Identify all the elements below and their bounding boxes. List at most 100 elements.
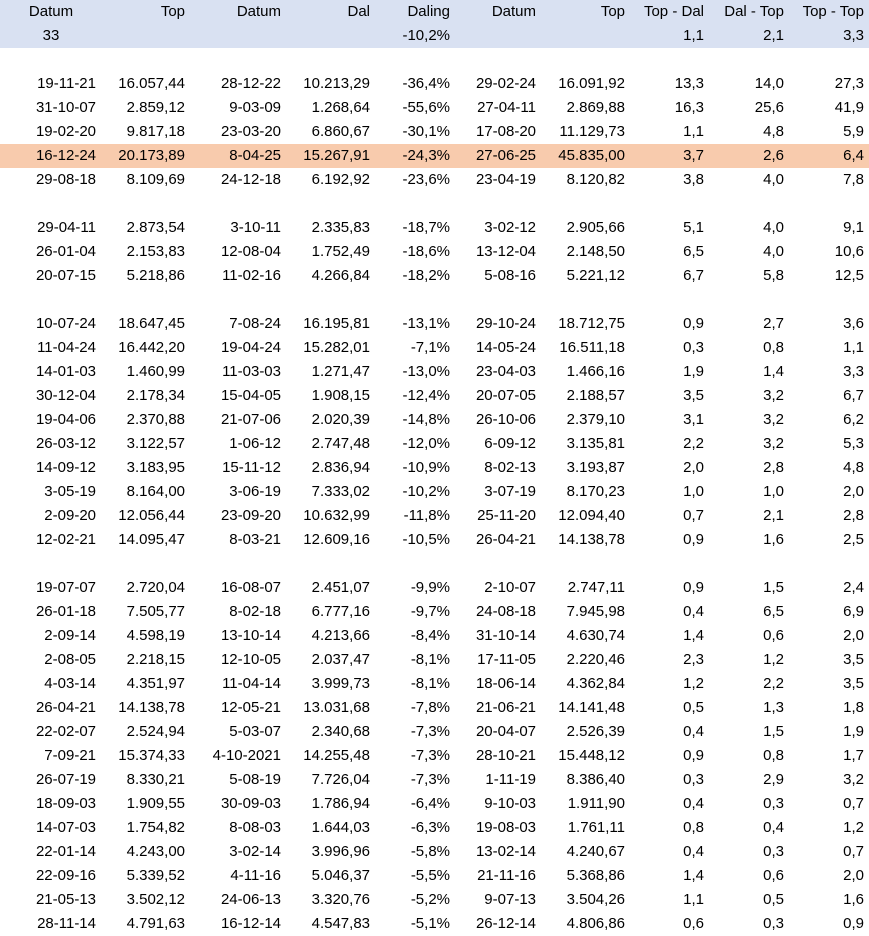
cell-datum-herstel[interactable]: 21-11-16 <box>477 867 536 884</box>
cell-top-top[interactable]: 27,3 <box>834 75 864 92</box>
cell-top-herstel[interactable]: 8.386,40 <box>566 771 625 788</box>
cell-datum-dal[interactable]: 12-05-21 <box>220 699 281 716</box>
cell-daling[interactable]: -9,7% <box>410 603 450 620</box>
cell-top-top[interactable]: 3,5 <box>843 651 864 668</box>
cell-top-top[interactable]: 5,9 <box>843 123 864 140</box>
cell-top-dal[interactable]: 3,5 <box>683 387 704 404</box>
cell-dal-top[interactable]: 1,5 <box>763 723 784 740</box>
cell-dal-top[interactable]: 1,6 <box>763 531 784 548</box>
cell-datum-herstel[interactable]: 13-02-14 <box>475 843 536 860</box>
header-datum-2[interactable]: Datum <box>236 3 281 20</box>
cell-top-herstel[interactable]: 4.362,84 <box>566 675 625 692</box>
cell-top-top[interactable]: 1,8 <box>843 699 864 716</box>
cell-dal-top[interactable]: 2,2 <box>763 675 784 692</box>
cell-top[interactable]: 3.502,12 <box>126 891 185 908</box>
cell-datum-top[interactable]: 2-09-20 <box>44 507 96 524</box>
cell-top-dal[interactable]: 6,7 <box>683 267 704 284</box>
header-top-1[interactable]: Top <box>160 3 185 20</box>
cell-daling[interactable]: -18,6% <box>402 243 450 260</box>
cell-datum-dal[interactable]: 3-02-14 <box>229 843 281 860</box>
cell-dal-top[interactable]: 0,8 <box>763 747 784 764</box>
cell-datum-top[interactable]: 20-07-15 <box>35 267 96 284</box>
cell-datum-herstel[interactable]: 1-11-19 <box>485 771 536 788</box>
cell-datum-dal[interactable]: 30-09-03 <box>220 795 281 812</box>
cell-dal-top[interactable]: 0,8 <box>763 339 784 356</box>
cell-datum-top[interactable]: 28-11-14 <box>37 915 96 932</box>
cell-datum-dal[interactable]: 15-11-12 <box>222 459 281 476</box>
cell-top[interactable]: 8.330,21 <box>126 771 185 788</box>
cell-daling[interactable]: -8,1% <box>410 675 450 692</box>
cell-dal[interactable]: 3.996,96 <box>311 843 370 860</box>
cell-datum-dal[interactable]: 16-12-14 <box>220 915 281 932</box>
cell-dal[interactable]: 4.547,83 <box>311 915 370 932</box>
cell-daling[interactable]: -10,5% <box>402 531 450 548</box>
cell-top-herstel[interactable]: 1.911,90 <box>567 795 625 812</box>
cell-daling[interactable]: -6,4% <box>410 795 450 812</box>
cell-top-top[interactable]: 5,3 <box>843 435 864 452</box>
cell-top-herstel[interactable]: 2.220,46 <box>566 651 625 668</box>
cell-daling[interactable]: -18,2% <box>402 267 450 284</box>
cell-dal-top[interactable]: 1,5 <box>763 579 784 596</box>
header-datum-1[interactable]: Datum <box>28 3 74 20</box>
cell-datum-top[interactable]: 18-09-03 <box>35 795 96 812</box>
cell-top-top[interactable]: 10,6 <box>834 243 864 260</box>
cell-dal[interactable]: 6.860,67 <box>311 123 370 140</box>
cell-datum-dal[interactable]: 13-10-14 <box>220 627 281 644</box>
cell-dal[interactable]: 1.908,15 <box>311 387 370 404</box>
cell-datum-top[interactable]: 4-03-14 <box>44 675 96 692</box>
header-top-top[interactable]: Top - Top <box>802 3 864 20</box>
cell-datum-dal[interactable]: 23-09-20 <box>220 507 281 524</box>
header-top-dal[interactable]: Top - Dal <box>643 3 704 20</box>
cell-datum-herstel[interactable]: 14-05-24 <box>475 339 536 356</box>
cell-top[interactable]: 2.873,54 <box>126 219 185 236</box>
cell-top[interactable]: 15.374,33 <box>118 747 185 764</box>
cell-top-top[interactable]: 2,4 <box>843 579 864 596</box>
cell-dal-top[interactable]: 4,0 <box>763 219 784 236</box>
cell-datum-herstel[interactable]: 26-10-06 <box>475 411 536 428</box>
cell-datum-herstel[interactable]: 9-07-13 <box>484 891 536 908</box>
cell-top-herstel[interactable]: 2.747,11 <box>567 579 625 596</box>
cell-datum-top[interactable]: 26-01-18 <box>35 603 96 620</box>
cell-top-top[interactable]: 1,7 <box>843 747 864 764</box>
cell-top-herstel[interactable]: 8.120,82 <box>566 171 625 188</box>
cell-datum-herstel[interactable]: 28-10-21 <box>475 747 536 764</box>
cell-datum-top[interactable]: 7-09-21 <box>44 747 96 764</box>
cell-dal-top[interactable]: 3,2 <box>763 387 784 404</box>
cell-top-herstel[interactable]: 14.141,48 <box>558 699 625 716</box>
cell-datum-herstel[interactable]: 25-11-20 <box>477 507 536 524</box>
cell-daling[interactable]: -5,5% <box>410 867 450 884</box>
cell-dal[interactable]: 10.213,29 <box>303 75 370 92</box>
cell-daling[interactable]: -10,9% <box>402 459 450 476</box>
cell-top[interactable]: 8.109,69 <box>126 171 185 188</box>
cell-datum-dal[interactable]: 11-02-16 <box>222 267 281 284</box>
cell-datum-top[interactable]: 14-09-12 <box>35 459 96 476</box>
cell-datum-dal[interactable]: 24-06-13 <box>220 891 281 908</box>
cell-top-herstel[interactable]: 4.240,67 <box>566 843 625 860</box>
cell-datum-dal[interactable]: 11-03-03 <box>222 363 281 380</box>
cell-datum-dal[interactable]: 9-03-09 <box>229 99 281 116</box>
cell-top[interactable]: 2.370,88 <box>126 411 185 428</box>
cell-top-dal[interactable]: 1,4 <box>683 867 704 884</box>
cell-datum-top[interactable]: 29-04-11 <box>37 219 96 236</box>
cell-dal-top[interactable]: 14,0 <box>754 75 784 92</box>
cell-top[interactable]: 1.909,55 <box>126 795 185 812</box>
cell-dal[interactable]: 4.266,84 <box>311 267 370 284</box>
cell-top-dal[interactable]: 0,9 <box>683 747 704 764</box>
cell-dal-top[interactable]: 0,5 <box>763 891 784 908</box>
cell-top[interactable]: 14.095,47 <box>118 531 185 548</box>
cell-dal-top[interactable]: 2,9 <box>763 771 784 788</box>
cell-datum-dal[interactable]: 28-12-22 <box>220 75 281 92</box>
cell-top[interactable]: 9.817,18 <box>126 123 185 140</box>
cell-daling[interactable]: -7,3% <box>410 747 450 764</box>
cell-top-herstel[interactable]: 3.135,81 <box>566 435 625 452</box>
cell-top-top[interactable]: 1,6 <box>843 891 864 908</box>
cell-dal-top[interactable]: 2,6 <box>763 147 784 164</box>
cell-datum-herstel[interactable]: 20-04-07 <box>475 723 536 740</box>
cell-top-herstel[interactable]: 3.193,87 <box>566 459 625 476</box>
cell-top-herstel[interactable]: 16.091,92 <box>558 75 625 92</box>
cell-daling[interactable]: -5,1% <box>410 915 450 932</box>
cell-dal-top[interactable]: 4,0 <box>763 171 784 188</box>
cell-datum-top[interactable]: 10-07-24 <box>35 315 96 332</box>
header-datum-3[interactable]: Datum <box>491 3 536 20</box>
cell-top-dal[interactable]: 0,4 <box>683 795 704 812</box>
